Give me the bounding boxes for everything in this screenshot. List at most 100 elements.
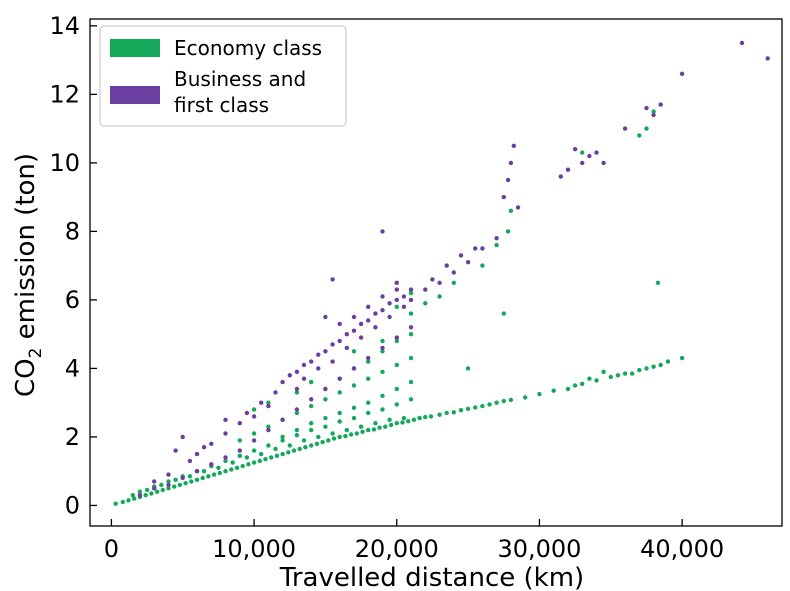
economy-point [565, 386, 571, 392]
business-point [330, 277, 335, 282]
business-point [209, 441, 214, 446]
economy-point [366, 400, 371, 405]
business-point [351, 328, 357, 333]
economy-point [229, 467, 234, 472]
business-point [358, 321, 364, 327]
economy-point [211, 472, 217, 477]
economy-point [587, 376, 592, 381]
economy-point [259, 451, 264, 457]
economy-point [132, 496, 137, 501]
economy-point [149, 491, 154, 496]
business-point [251, 438, 257, 443]
economy-point [137, 489, 143, 494]
economy-point [301, 438, 307, 443]
economy-point [408, 290, 414, 296]
business-point [565, 167, 571, 172]
economy-point [351, 405, 357, 410]
economy-point [423, 414, 428, 420]
business-point [437, 280, 442, 285]
business-point [394, 297, 399, 303]
economy-point [331, 436, 337, 441]
economy-point [144, 487, 150, 493]
legend-swatch-business [110, 86, 160, 104]
economy-point [394, 338, 399, 344]
economy-point [394, 402, 399, 407]
economy-point [417, 415, 422, 421]
business-point [187, 458, 193, 464]
business-point [280, 417, 285, 422]
economy-point [480, 263, 485, 268]
economy-point [354, 431, 359, 436]
economy-point [358, 424, 364, 429]
business-point [294, 386, 300, 392]
economy-point [437, 294, 442, 299]
business-point [458, 253, 464, 258]
economy-point [366, 376, 371, 381]
economy-point [200, 475, 205, 481]
economy-point [408, 311, 414, 316]
y-tick-label: 14 [49, 12, 80, 40]
economy-point [371, 427, 377, 432]
economy-point [177, 482, 183, 488]
y-tick-label: 12 [49, 80, 80, 108]
economy-point [377, 425, 382, 430]
business-point [344, 332, 349, 337]
economy-point [244, 455, 250, 460]
legend-frame [99, 25, 347, 127]
business-point [337, 321, 342, 327]
economy-point [351, 349, 357, 354]
business-point [394, 287, 399, 292]
economy-point [366, 359, 371, 364]
economy-point [551, 388, 556, 393]
economy-point [251, 431, 257, 436]
economy-point [601, 369, 606, 374]
economy-point [408, 397, 414, 402]
business-point [380, 345, 385, 351]
business-point [380, 308, 385, 313]
economy-point [294, 433, 300, 438]
economy-point [428, 414, 434, 419]
business-point [323, 386, 328, 392]
y-tick-label: 2 [65, 423, 80, 451]
business-point [237, 421, 242, 426]
economy-point [665, 359, 671, 364]
business-point [380, 294, 385, 299]
business-point [401, 304, 407, 309]
axes [89, 18, 783, 527]
economy-point [622, 371, 628, 376]
economy-point [216, 465, 221, 470]
economy-point [351, 415, 357, 421]
business-point [572, 147, 578, 152]
economy-point [257, 458, 262, 464]
ticks: 0 10,000 20,000 30,000 40,000 0 2 4 6 8 10 12 14 [49, 12, 724, 563]
economy-point [309, 379, 314, 385]
economy-point [400, 420, 405, 425]
economy-point [651, 109, 656, 114]
business-point [366, 304, 371, 309]
economy-point [344, 427, 349, 433]
economy-point [388, 422, 394, 428]
business-point [337, 338, 342, 344]
economy-point [408, 355, 414, 361]
business-point [152, 479, 157, 484]
economy-point [651, 364, 656, 369]
economy-point [320, 439, 325, 445]
economy-point [130, 493, 135, 498]
economy-point [458, 408, 464, 413]
business-point [373, 325, 378, 330]
economy-point [309, 403, 314, 409]
business-point [558, 174, 563, 179]
economy-point [465, 366, 471, 371]
economy-point [280, 451, 285, 457]
economy-point [217, 470, 222, 476]
economy-point [348, 432, 354, 437]
business-point [511, 143, 516, 148]
economy-point [263, 457, 268, 462]
y-axis-label-post: emission (ton) [11, 153, 41, 348]
economy-point [337, 434, 342, 440]
economy-point [351, 383, 357, 388]
business-point [408, 297, 414, 303]
business-point [309, 359, 314, 364]
business-point [323, 349, 328, 354]
business-point [401, 294, 407, 299]
